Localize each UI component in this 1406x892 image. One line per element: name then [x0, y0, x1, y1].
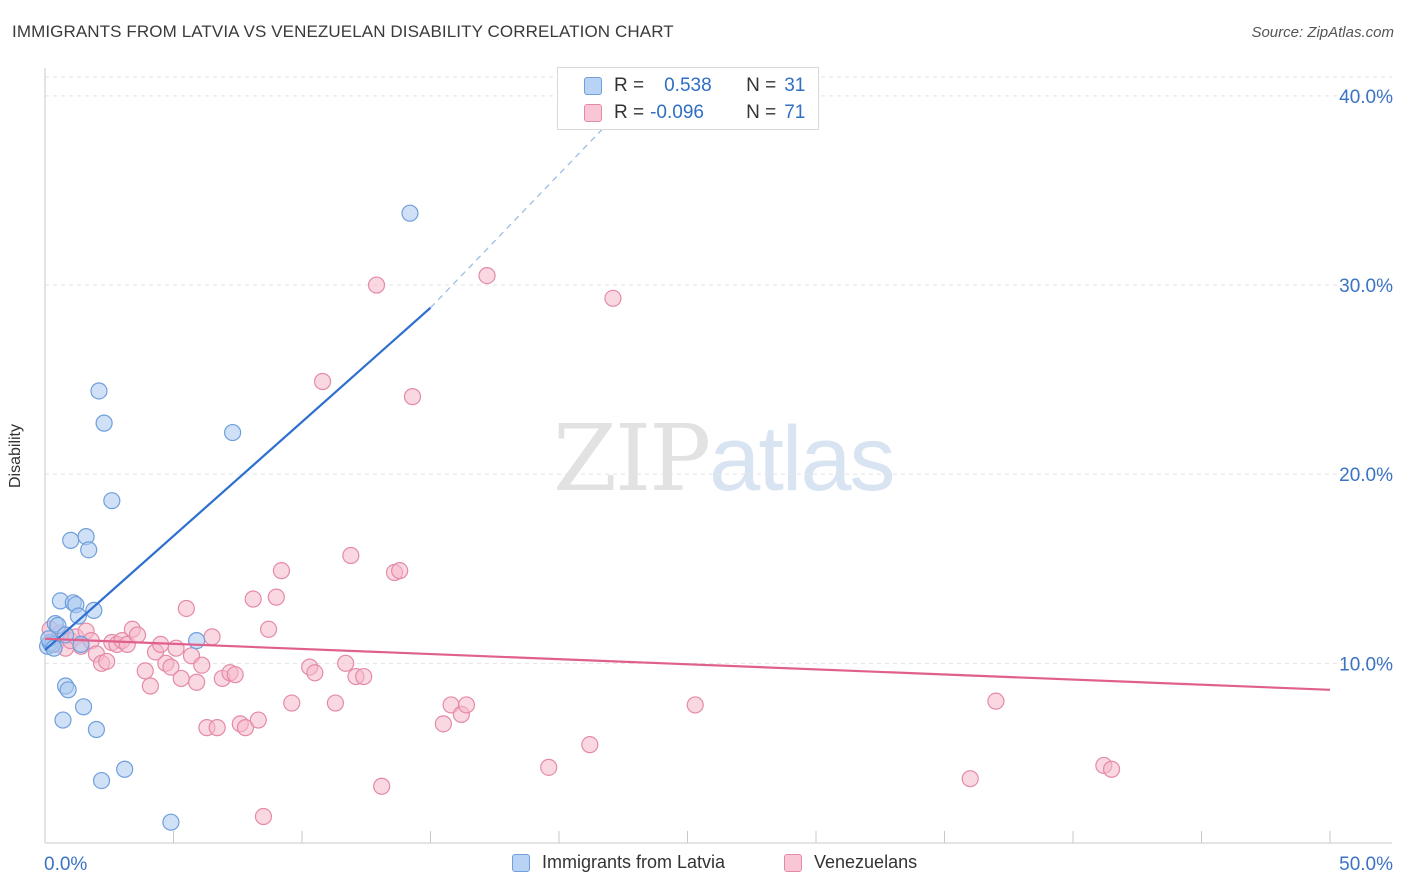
y-tick-label: 40.0%: [1339, 87, 1393, 108]
latvia-point: [59, 681, 77, 699]
venezuela-point: [259, 620, 278, 638]
watermark-zip: ZIP: [553, 405, 711, 512]
y-tick-label: 10.0%: [1339, 654, 1393, 675]
venezuela-point: [987, 692, 1005, 710]
series-layer: [38, 204, 1121, 831]
y-tick-label: 30.0%: [1339, 276, 1393, 297]
latvia-point: [80, 541, 98, 559]
latvia-point: [224, 423, 242, 442]
grid-layer: [45, 76, 1392, 664]
venezuela-point: [355, 667, 373, 686]
n-label: N =: [746, 102, 777, 123]
latvia-point: [90, 382, 108, 400]
venezuela-point: [478, 266, 496, 285]
latvia-point: [62, 531, 80, 549]
latvia-point: [103, 492, 121, 510]
trend-layer: [44, 80, 1331, 691]
latvia-point: [116, 760, 134, 778]
legend-label-latvia: Immigrants from Latvia: [542, 852, 726, 872]
latvia-point: [95, 414, 113, 432]
venezuela-point: [249, 711, 267, 729]
latvia-legend-swatch: [512, 853, 530, 872]
latvia-trend-extension: [430, 80, 650, 309]
stats-row-venezuela: R = -0.096 N = 71: [558, 100, 805, 126]
venezuela-point: [208, 719, 226, 737]
n-label: N =: [746, 75, 777, 96]
chart-title: IMMIGRANTS FROM LATVIA VS VENEZUELAN DIS…: [12, 22, 674, 41]
venezuela-point: [162, 658, 180, 676]
venezuela-point: [226, 666, 244, 684]
venezuela-point: [254, 807, 273, 826]
venezuela-point: [313, 372, 332, 391]
venezuela-point: [203, 628, 221, 646]
venezuela-point: [961, 770, 979, 788]
venezuela-point: [177, 599, 195, 618]
x-tick-label: 50.0%: [1339, 854, 1393, 875]
venezuela-point: [267, 588, 285, 606]
venezuela-point: [391, 562, 409, 580]
venezuela-trend-line: [44, 637, 1331, 691]
venezuela-point: [167, 639, 185, 657]
venezuela-point: [457, 696, 476, 714]
venezuela-point: [367, 276, 386, 294]
latvia-point: [188, 632, 206, 650]
latvia-point: [92, 771, 111, 790]
legend-item-latvia[interactable]: Immigrants from Latvia: [512, 852, 725, 873]
n-value: 31: [784, 75, 806, 96]
latvia-point: [69, 607, 88, 625]
venezuela-point: [342, 546, 360, 565]
stats-row-latvia: R = 0.538 N = 31: [558, 73, 805, 99]
watermark-atlas: atlas: [709, 408, 895, 510]
latvia-point: [54, 711, 72, 729]
venezuela-point: [434, 715, 452, 733]
venezuela-point: [686, 696, 704, 714]
legend-bottom: Immigrants from Latvia Venezuelans: [0, 852, 1406, 878]
r-label: R =: [614, 75, 645, 96]
venezuela-point: [136, 662, 154, 680]
latvia-swatch: [584, 77, 602, 95]
venezuela-point: [403, 388, 422, 406]
latvia-point: [87, 720, 106, 739]
venezuela-point: [337, 654, 355, 672]
venezuela-point: [172, 669, 190, 688]
latvia-point: [85, 601, 103, 619]
venezuela-point: [141, 677, 159, 695]
latvia-trend-line: [44, 306, 432, 651]
venezuela-legend-swatch: [784, 853, 802, 872]
venezuela-point: [98, 652, 116, 671]
venezuela-point: [128, 626, 147, 644]
latvia-point: [401, 204, 419, 222]
venezuela-point: [581, 736, 599, 754]
tick-labels: 10.0% 20.0% 30.0% 40.0% 0.0% 50.0%: [44, 87, 1393, 875]
source-label: Source: ZipAtlas.com: [1251, 24, 1394, 41]
venezuela-point: [1102, 760, 1121, 778]
venezuela-point: [236, 719, 255, 737]
axis-layer: [44, 68, 1392, 844]
latvia-point: [162, 813, 180, 831]
legend-label-venezuelans: Venezuelans: [814, 852, 918, 872]
latvia-point: [72, 635, 90, 654]
venezuela-point: [193, 656, 211, 674]
watermark: ZIPatlas: [553, 405, 896, 512]
legend-item-venezuelans[interactable]: Venezuelans: [784, 852, 917, 873]
venezuela-point: [306, 664, 324, 682]
venezuela-point: [244, 590, 262, 608]
venezuela-swatch: [584, 104, 602, 122]
n-value: 71: [784, 102, 806, 123]
venezuela-point: [188, 673, 206, 691]
venezuela-point: [283, 694, 301, 712]
r-label: R =: [614, 102, 645, 123]
r-value: -0.096: [650, 102, 704, 123]
r-value: 0.538: [664, 75, 712, 96]
venezuela-point: [604, 289, 622, 307]
x-tick-label: 0.0%: [44, 854, 87, 875]
venezuela-point: [373, 777, 391, 795]
y-tick-label: 20.0%: [1339, 465, 1393, 486]
venezuela-point: [540, 758, 558, 776]
venezuela-point: [326, 694, 345, 712]
latvia-point: [74, 698, 93, 716]
stats-legend: R = 0.538 N = 31 R = -0.096 N = 71: [557, 67, 819, 130]
venezuela-point: [272, 562, 291, 580]
